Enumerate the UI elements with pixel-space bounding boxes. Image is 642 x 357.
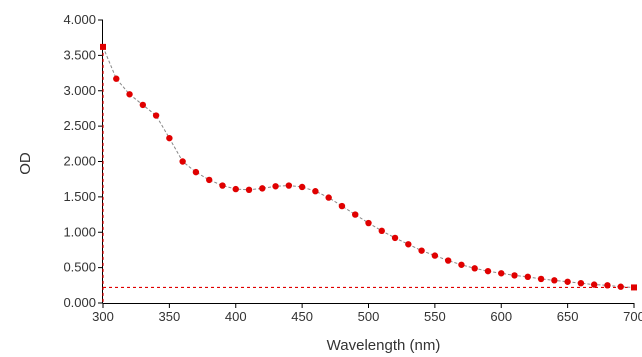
data-point <box>551 277 558 284</box>
data-point <box>285 182 293 189</box>
x-axis-ticks: 300 350 400 450 500 550 600 650 700 <box>92 303 642 324</box>
data-point <box>577 279 585 287</box>
x-tick-label: 700 <box>623 309 642 324</box>
data-points <box>100 43 637 291</box>
data-point <box>617 283 624 290</box>
data-point <box>139 101 147 109</box>
data-point <box>192 168 200 176</box>
y-tick-label: 4.000 <box>63 12 96 27</box>
data-point <box>166 134 173 142</box>
data-point <box>405 241 412 248</box>
x-tick-label: 300 <box>92 309 114 324</box>
data-point <box>458 261 465 268</box>
x-tick-label: 450 <box>291 309 313 324</box>
data-point <box>312 188 319 195</box>
data-point <box>590 281 598 288</box>
data-point <box>126 91 133 98</box>
x-tick-label: 500 <box>358 309 380 324</box>
data-point <box>365 219 372 227</box>
x-tick-label: 550 <box>424 309 446 324</box>
x-tick-label: 350 <box>159 309 181 324</box>
data-point <box>418 247 425 254</box>
y-tick-label: 0.000 <box>63 295 96 310</box>
data-point <box>444 257 452 264</box>
data-point <box>298 183 306 191</box>
data-point <box>524 273 531 281</box>
y-tick-label: 1.500 <box>63 189 96 204</box>
y-tick-label: 2.500 <box>63 118 96 133</box>
data-point <box>484 267 492 275</box>
series-line <box>102 46 635 288</box>
y-tick-label: 2.000 <box>63 154 96 169</box>
data-point <box>272 183 279 190</box>
data-point <box>325 194 332 201</box>
data-point <box>378 227 385 235</box>
data-point <box>179 158 186 165</box>
data-point <box>219 182 226 189</box>
y-tick-label: 1.000 <box>63 224 96 239</box>
data-point <box>391 234 399 242</box>
data-point <box>498 270 505 277</box>
data-point <box>232 185 239 193</box>
y-tick-label: 3.000 <box>63 83 96 98</box>
data-point <box>245 186 253 193</box>
y-tick-label: 0.500 <box>63 260 96 275</box>
endpoint-marker <box>100 43 106 50</box>
data-point <box>352 211 359 218</box>
data-point <box>152 112 160 119</box>
data-point <box>113 75 120 82</box>
data-point <box>338 202 346 210</box>
data-point <box>564 278 571 285</box>
data-point <box>431 252 439 259</box>
data-point <box>511 272 518 279</box>
x-axis-title: Wavelength (nm) <box>327 337 441 354</box>
data-point <box>604 282 611 289</box>
data-point <box>471 265 478 272</box>
y-axis-title: OD <box>17 152 34 175</box>
reference-lines <box>102 46 634 303</box>
x-tick-label: 400 <box>225 309 247 324</box>
x-tick-label: 600 <box>490 309 512 324</box>
x-tick-label: 650 <box>557 309 579 324</box>
y-axis-ticks: 0.000 0.500 1.000 1.500 2.000 2.500 3.000 3.500… <box>63 12 103 310</box>
endpoint-marker <box>631 284 637 291</box>
y-tick-label: 3.500 <box>63 47 96 62</box>
data-point <box>206 176 213 184</box>
data-point <box>537 275 545 283</box>
series-connector <box>102 46 635 288</box>
data-point <box>259 185 266 192</box>
